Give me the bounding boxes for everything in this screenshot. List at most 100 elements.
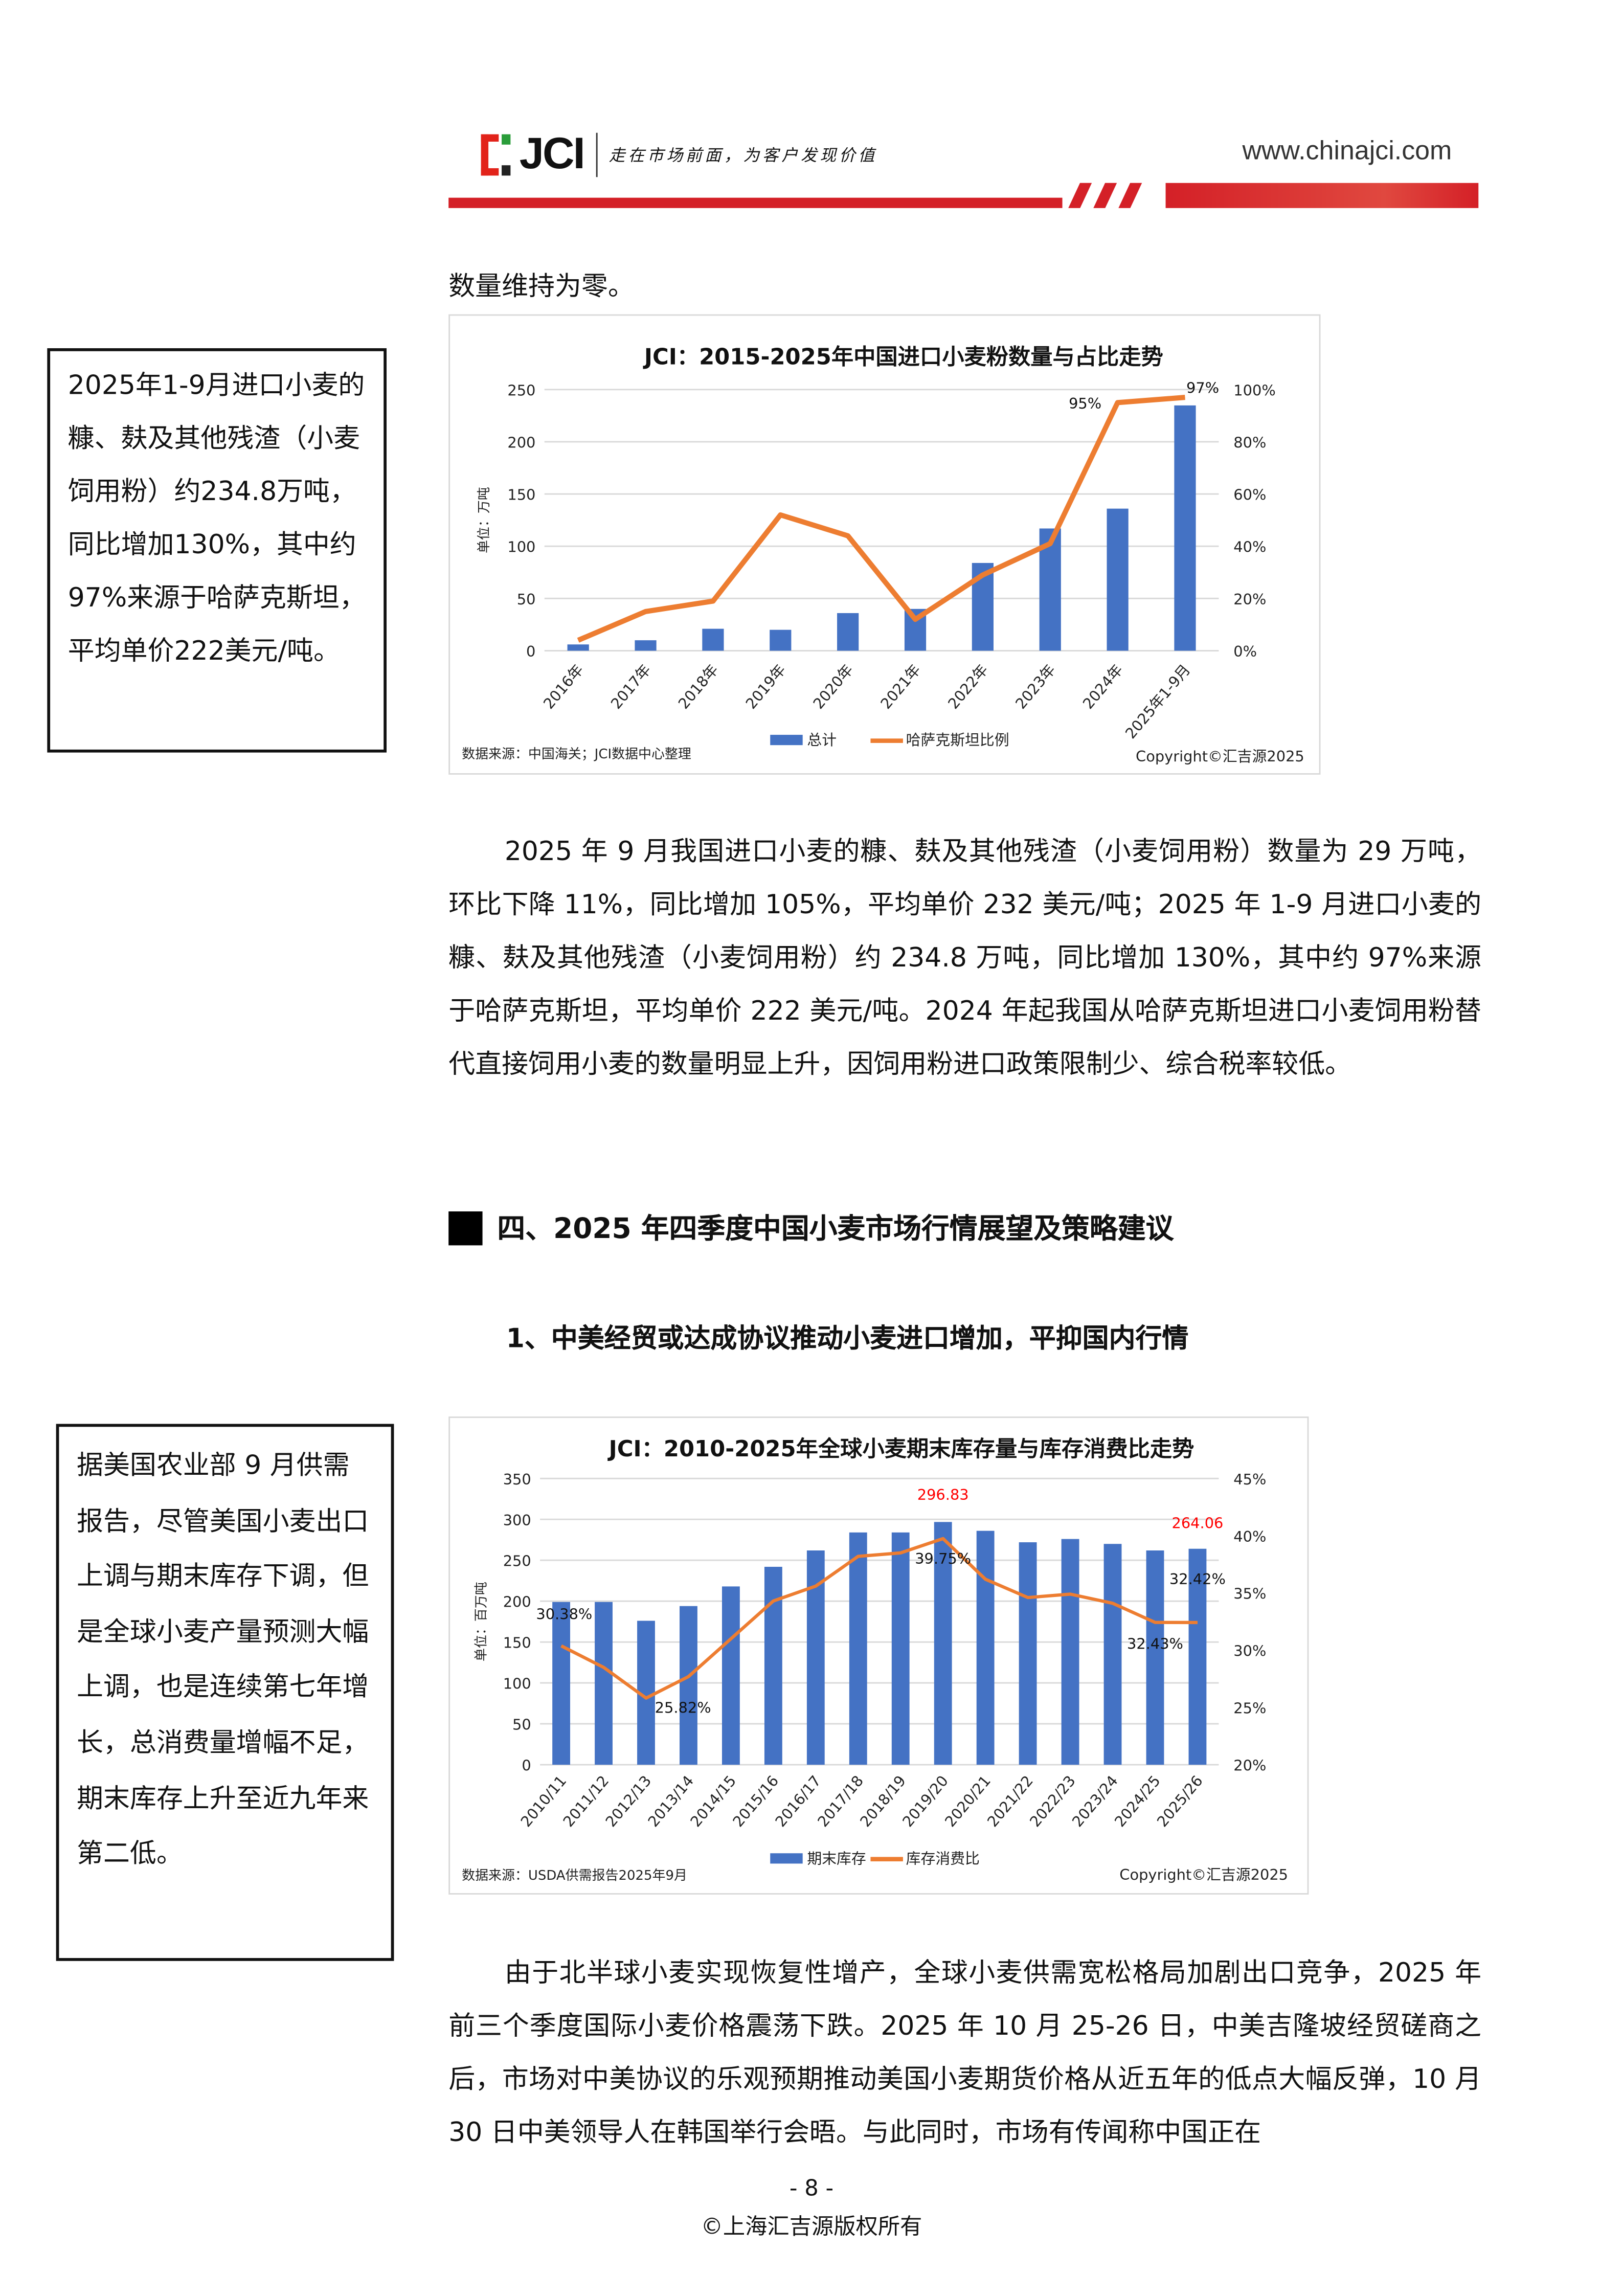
y2-tick-label: 60% (1233, 486, 1266, 504)
paragraph-imports: 2025 年 9 月我国进口小麦的糠、麸及其他残渣（小麦饲用粉）数量为 29 万… (448, 837, 1482, 1081)
chart-global-stocks: JCI：2010-2025年全球小麦期末库存量与库存消费比走势 0 50 100 150… (448, 1416, 1309, 1895)
y2-tick-label: 80% (1233, 434, 1266, 451)
x-tick-label: 2021年 (877, 661, 924, 712)
bar (1061, 1539, 1079, 1765)
y2-tick-label: 35% (1233, 1585, 1266, 1603)
x-tick-label: 2020年 (809, 661, 856, 712)
bar (1019, 1542, 1037, 1765)
y2-tick-label: 45% (1233, 1471, 1266, 1488)
line-point (900, 1552, 901, 1554)
bar (552, 1602, 570, 1765)
bar (891, 1532, 910, 1765)
data-label: 32.43% (1127, 1635, 1183, 1653)
continued-text: 数量维持为零。 (448, 271, 635, 303)
data-label: 39.75% (915, 1550, 971, 1567)
line-point (915, 619, 916, 620)
x-tick-label: 2017年 (607, 661, 655, 712)
y-tick-label: 300 (503, 1512, 531, 1529)
legend-swatch-bar (770, 734, 803, 746)
y-axis-label: 单位：万吨 (477, 487, 492, 553)
x-tick-label: 2024年 (1079, 661, 1126, 712)
data-label: 32.42% (1169, 1570, 1226, 1588)
chart-copyright: Copyright©汇吉源2025 (1136, 748, 1304, 765)
data-label: 97% (1186, 379, 1219, 396)
line-point (858, 1556, 859, 1557)
subheading: 1、中美经贸或达成协议推动小麦进口增加，平抑国内行情 (506, 1323, 1189, 1355)
section-heading: 四、2025 年四季度中国小麦市场行情展望及策略建议 (497, 1212, 1174, 1246)
bar (1174, 405, 1196, 651)
y2-tick-label: 20% (1233, 1757, 1266, 1774)
line-point (1155, 1622, 1156, 1623)
y2-tick-label: 30% (1233, 1642, 1266, 1660)
bar (1188, 1548, 1207, 1765)
footer-copyright: ©上海汇吉源版权所有 (701, 2213, 922, 2240)
y2-tick-label: 0% (1233, 643, 1257, 660)
section-marker-icon (448, 1211, 483, 1246)
header-rule (448, 197, 1063, 208)
chart-flour-imports: JCI：2015-2025年中国进口小麦粉数量与占比走势 0 50 100 150 200… (448, 314, 1321, 775)
line-point (688, 1676, 689, 1677)
chart-source: 数据来源：中国海关；JCI数据中心整理 (462, 747, 691, 762)
chart-global-stocks-svg: JCI：2010-2025年全球小麦期末库存量与库存消费比走势 0 50 100 150… (462, 1436, 1288, 1883)
y-tick-label: 50 (517, 591, 536, 608)
y-tick-label: 0 (522, 1757, 531, 1774)
jci-logo-mark (481, 131, 513, 178)
line-series (577, 395, 1185, 643)
bar (934, 1522, 952, 1765)
data-label: 95% (1069, 395, 1101, 412)
bar (1103, 1544, 1122, 1765)
website-url[interactable]: www.chinajci.com (1242, 136, 1452, 166)
page-number: - 8 - (789, 2175, 834, 2202)
bar (567, 644, 589, 651)
chart-flour-imports-svg: JCI：2015-2025年中国进口小麦粉数量与占比走势 0 50 100 150 200… (462, 345, 1304, 765)
bar (976, 1530, 995, 1765)
line-point (985, 1579, 986, 1580)
y-tick-label: 100 (507, 538, 535, 556)
y2-tick-label: 20% (1233, 591, 1266, 608)
data-label: 30.38% (536, 1606, 592, 1623)
slogan: 走在市场前面，为客户发现价值 (608, 146, 877, 166)
x-tick-label: 2023年 (1012, 661, 1059, 712)
data-label: 25.82% (655, 1699, 711, 1717)
chart-copyright: Copyright©汇吉源2025 (1119, 1866, 1288, 1883)
paragraph-market: 由于北半球小麦实现恢复性增产，全球小麦供需宽松格局加剧出口竞争，2025 年前三… (448, 1958, 1482, 2149)
x-tick-label: 2022年 (944, 661, 991, 712)
bar (764, 1567, 782, 1765)
y-tick-label: 0 (526, 643, 535, 660)
y-axis-label: 单位：百万吨 (474, 1582, 489, 1661)
x-tick-label: 2025年1-9月 (1122, 661, 1194, 742)
y-tick-label: 250 (503, 1552, 531, 1570)
line-point (1117, 402, 1118, 403)
chart-title: JCI：2015-2025年中国进口小麦粉数量与占比走势 (643, 345, 1163, 370)
bar (1146, 1550, 1164, 1765)
bar (837, 613, 859, 651)
sidebar-callout-2: 据美国农业部 9 月供需报告，尽管美国小麦出口上调与期末库存下调，但是全球小麦产… (56, 1424, 394, 1961)
y-tick-label: 350 (503, 1471, 531, 1488)
logo-text: JCI (519, 129, 585, 179)
y-tick-label: 200 (503, 1593, 531, 1611)
sidebar-callout-1: 2025年1-9月进口小麦的糠、麸及其他残渣（小麦饲用粉）约234.8万吨，同比… (47, 348, 387, 753)
y2-tick-label: 25% (1233, 1700, 1266, 1717)
bar (770, 629, 792, 651)
line-point (773, 1601, 774, 1602)
line-point (603, 1667, 604, 1668)
bar (595, 1602, 613, 1765)
bar (702, 628, 724, 651)
y-tick-label: 250 (507, 381, 535, 399)
y2-tick-label: 40% (1233, 1528, 1266, 1545)
y-tick-label: 150 (507, 486, 535, 504)
legend-label: 哈萨克斯坦比例 (906, 731, 1009, 749)
chart-source: 数据来源：USDA供需报告2025年9月 (462, 1868, 687, 1883)
y-tick-label: 50 (512, 1716, 531, 1734)
data-label: 296.83 (917, 1486, 969, 1503)
y-tick-label: 200 (507, 434, 535, 451)
header-stripe (1118, 183, 1142, 208)
bar (680, 1606, 697, 1765)
y2-tick-label: 100% (1233, 381, 1275, 399)
y2-tick-label: 40% (1233, 538, 1266, 556)
bar (722, 1586, 740, 1765)
header-stripe (1068, 183, 1092, 208)
legend-label: 总计 (807, 731, 837, 749)
x-tick-label: 2019年 (742, 661, 789, 712)
bar (635, 640, 657, 651)
